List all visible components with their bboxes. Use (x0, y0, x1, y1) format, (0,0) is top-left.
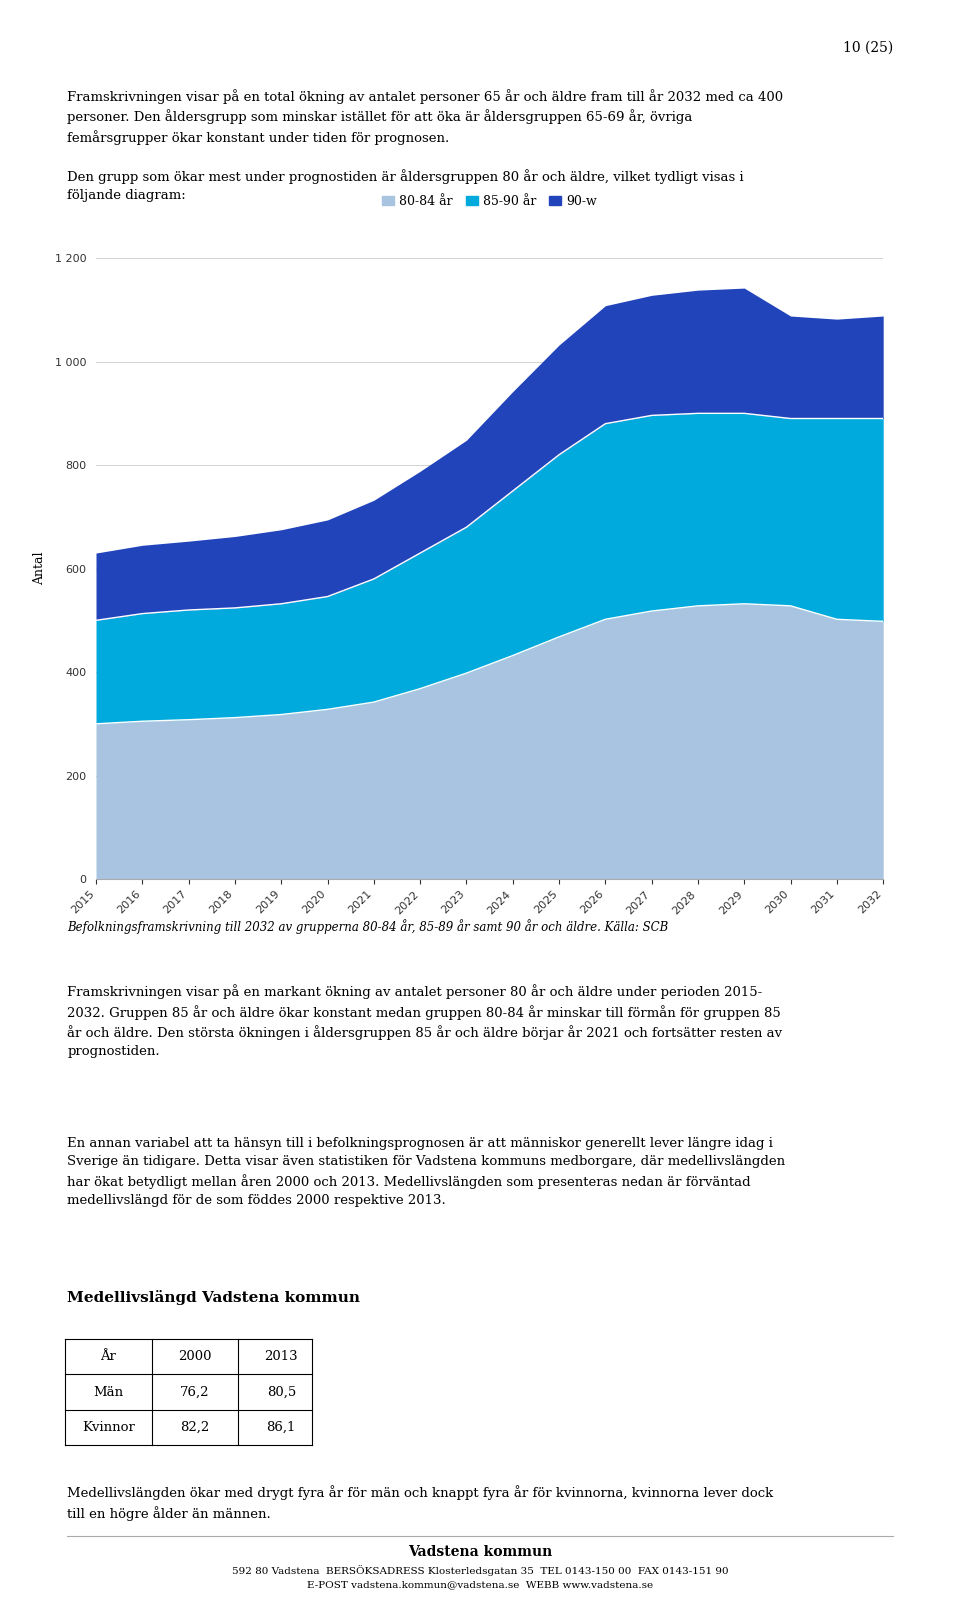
Text: Vadstena kommun: Vadstena kommun (408, 1545, 552, 1560)
Text: 10 (25): 10 (25) (843, 40, 893, 55)
Text: Den grupp som ökar mest under prognostiden är åldersgruppen 80 år och äldre, vil: Den grupp som ökar mest under prognostid… (67, 169, 744, 202)
Text: Medellivslängd Vadstena kommun: Medellivslängd Vadstena kommun (67, 1290, 360, 1305)
Text: 592 80 Vadstena  BERSÖKSADRESS Klosterledsgatan 35  TEL 0143-150 00  FAX 0143-15: 592 80 Vadstena BERSÖKSADRESS Klosterled… (231, 1565, 729, 1576)
Text: 80,5: 80,5 (267, 1386, 296, 1398)
Legend: 80-84 år, 85-90 år, 90-w: 80-84 år, 85-90 år, 90-w (377, 190, 602, 213)
Text: Män: Män (93, 1386, 124, 1398)
Text: År: År (101, 1350, 116, 1363)
Text: Medellivslängden ökar med drygt fyra år för män och knappt fyra år för kvinnorna: Medellivslängden ökar med drygt fyra år … (67, 1486, 774, 1521)
Text: 82,2: 82,2 (180, 1421, 209, 1434)
Text: En annan variabel att ta hänsyn till i befolkningsprognosen är att människor gen: En annan variabel att ta hänsyn till i b… (67, 1137, 785, 1207)
Text: 2000: 2000 (179, 1350, 211, 1363)
Text: E-POST vadstena.kommun@vadstena.se  WEBB www.vadstena.se: E-POST vadstena.kommun@vadstena.se WEBB … (307, 1581, 653, 1590)
Text: Kvinnor: Kvinnor (82, 1421, 135, 1434)
Text: 86,1: 86,1 (267, 1421, 296, 1434)
Y-axis label: Antal: Antal (34, 552, 46, 586)
Text: Befolkningsframskrivning till 2032 av grupperna 80-84 år, 85-89 år samt 90 år oc: Befolkningsframskrivning till 2032 av gr… (67, 919, 668, 934)
Text: Framskrivningen visar på en total ökning av antalet personer 65 år och äldre fra: Framskrivningen visar på en total ökning… (67, 89, 783, 145)
Text: 76,2: 76,2 (180, 1386, 209, 1398)
Text: 2013: 2013 (264, 1350, 299, 1363)
Text: Framskrivningen visar på en markant ökning av antalet personer 80 år och äldre u: Framskrivningen visar på en markant ökni… (67, 984, 782, 1058)
